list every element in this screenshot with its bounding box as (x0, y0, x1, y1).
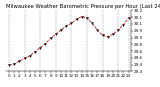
Text: Milwaukee Weather Barometric Pressure per Hour (Last 24 Hours): Milwaukee Weather Barometric Pressure pe… (6, 4, 160, 9)
